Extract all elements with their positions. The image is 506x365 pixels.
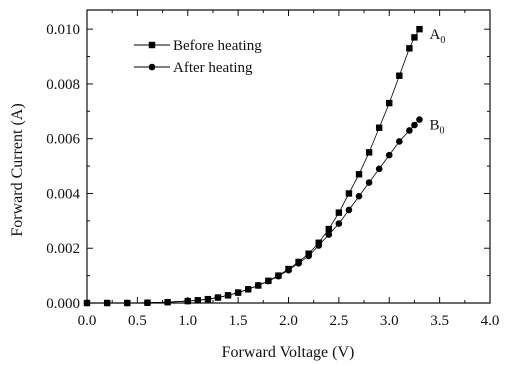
circle-point: [285, 266, 292, 274]
circle-point: [254, 282, 262, 289]
y-axis: 0.000 0.002 0.004 0.006 0.008 0.010: [46, 22, 490, 312]
plot-area: [86, 9, 491, 304]
square-point: [416, 25, 423, 33]
curve-end-label: B0: [429, 118, 444, 137]
circle-point: [103, 299, 111, 307]
circle-point: [305, 252, 312, 260]
x-axis-title: Forward Voltage (V): [222, 344, 355, 361]
legend-label: After heating: [173, 60, 253, 76]
y-tick-label: 0.008: [46, 77, 80, 93]
x-tick-label: 0.5: [128, 313, 147, 329]
legend-marker: [148, 63, 156, 71]
x-tick-label: 4.0: [481, 313, 500, 329]
circle-point: [144, 299, 151, 307]
circle-point: [295, 259, 302, 267]
circle-point: [416, 116, 423, 123]
x-tick-label: 2.5: [330, 313, 349, 329]
circle-point: [411, 121, 418, 129]
curve-end-letter: B: [429, 118, 439, 134]
square-point: [411, 34, 418, 41]
y-tick-label: 0.006: [46, 132, 80, 148]
circle-point: [244, 286, 252, 293]
circle-point: [204, 295, 212, 303]
circle-point: [365, 179, 373, 186]
x-tick-label: 3.0: [380, 313, 399, 329]
square-point: [355, 171, 363, 178]
x-tick-label: 1.0: [178, 313, 197, 329]
circle-point: [265, 277, 272, 285]
circle-point: [325, 231, 333, 238]
circle-point: [194, 296, 202, 304]
y-tick-label: 0.004: [46, 186, 80, 202]
x-tick-label: 1.5: [229, 313, 248, 329]
square-point: [365, 149, 373, 156]
x-tick-label: 3.5: [430, 313, 449, 329]
legend-item: After heating: [134, 60, 253, 76]
circle-point: [234, 289, 242, 296]
legend: Before heating After heating: [134, 38, 262, 76]
circle-point: [375, 165, 383, 173]
y-axis-title: Forward Current (A): [9, 103, 26, 236]
y-tick-label: 0.000: [46, 296, 80, 312]
square-point: [335, 209, 343, 216]
legend-item: Before heating: [134, 38, 262, 54]
circle-point: [335, 220, 343, 227]
curve-end-letter: A: [429, 27, 440, 43]
circle-point: [214, 294, 222, 301]
x-axis: 0.0 0.5 1.0 1.5 2.0 2.5 3.0 3.5 4.0: [78, 10, 500, 329]
circle-point: [224, 292, 232, 299]
circle-point: [355, 192, 363, 200]
circle-point: [275, 272, 282, 280]
circle-point: [345, 206, 353, 214]
y-tick-label: 0.002: [46, 241, 80, 257]
x-tick-label: 2.0: [279, 313, 298, 329]
circle-point: [385, 151, 393, 159]
square-point: [325, 225, 332, 233]
circle-point: [396, 138, 403, 145]
legend-marker: [148, 41, 156, 49]
plot-frame: [86, 9, 491, 304]
circle-point: [124, 299, 131, 307]
circle-point: [83, 299, 91, 307]
series-1: [83, 25, 423, 307]
y-tick-label: 0.010: [46, 22, 80, 38]
square-point: [406, 45, 413, 52]
legend-label: Before heating: [173, 38, 262, 54]
x-tick-label: 0.0: [78, 313, 97, 329]
series-line: [87, 28, 420, 304]
series-layer: [83, 25, 423, 307]
circle-point: [406, 127, 413, 134]
curve-end-subscript: 0: [439, 126, 444, 137]
circle-point: [184, 297, 192, 305]
curve-end-label: A0: [429, 27, 445, 46]
circle-point: [164, 298, 171, 306]
series-2: [83, 116, 423, 307]
curve-end-subscript: 0: [440, 35, 445, 46]
square-point: [345, 190, 353, 197]
square-point: [396, 72, 403, 79]
series-line: [87, 119, 420, 304]
circle-point: [315, 242, 323, 249]
square-point: [386, 99, 393, 107]
square-point: [375, 124, 383, 131]
